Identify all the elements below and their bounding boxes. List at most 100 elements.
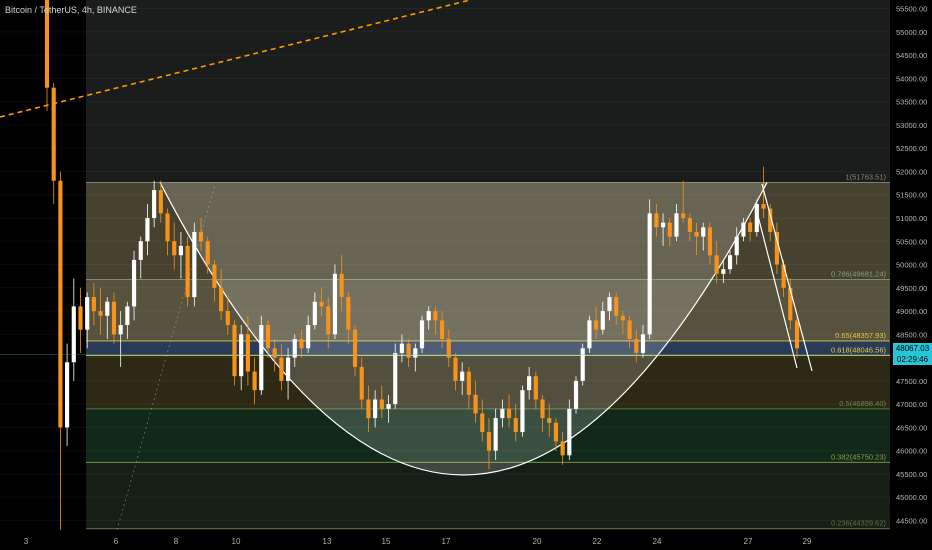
candle-body: [446, 338, 451, 358]
candle-body: [500, 408, 505, 419]
candle-body: [279, 357, 284, 381]
candle-body: [754, 204, 759, 232]
candle-body: [540, 399, 545, 419]
y-tick-label: 44500.00: [896, 517, 927, 526]
candle-body: [419, 320, 425, 349]
fib-level-label: 0.236(44329.62): [831, 518, 887, 527]
candle-body: [252, 371, 257, 391]
y-tick-label: 55500.00: [896, 5, 927, 14]
candle-body: [178, 245, 184, 256]
fib-level-label: 0.382(45750.23): [831, 452, 887, 461]
candle-body: [660, 222, 666, 228]
fib-zone: [86, 340, 890, 356]
candle-body: [466, 371, 471, 395]
y-tick-label: 48500.00: [896, 330, 927, 339]
candle-body: [620, 315, 625, 321]
y-tick-label: 55000.00: [896, 28, 927, 37]
candle-body: [580, 348, 585, 381]
candle-body: [225, 311, 230, 326]
cup-curve: [159, 182, 768, 476]
candle-body: [433, 311, 438, 321]
candle-body: [91, 297, 96, 312]
candle-body: [701, 227, 706, 237]
candle-body: [118, 325, 123, 335]
candle-body: [185, 245, 190, 298]
candle-body: [473, 394, 478, 414]
y-tick-label: 49500.00: [896, 284, 927, 293]
candle-body: [152, 190, 157, 218]
candle-body: [520, 390, 525, 433]
channel-line-upper: [761, 183, 813, 372]
candle-body: [125, 306, 130, 326]
y-tick-label: 54000.00: [896, 74, 927, 83]
y-tick-label: 52000.00: [896, 167, 927, 176]
candle-body: [65, 362, 70, 428]
candle-body: [158, 190, 163, 214]
x-tick-label: 24: [653, 537, 662, 546]
x-tick-label: 29: [803, 537, 812, 546]
candle-body: [741, 222, 746, 237]
candle-body: [245, 334, 250, 372]
candle-body: [594, 320, 599, 330]
candle-body: [788, 287, 793, 321]
candle-body: [774, 231, 779, 265]
y-tick-label: 45000.00: [896, 493, 927, 502]
fib-level-label: 0.65(48357.93): [835, 331, 886, 340]
candle-body: [332, 273, 338, 335]
candle-body: [727, 255, 733, 270]
x-tick-label: 13: [323, 537, 332, 546]
candle-body: [51, 87, 56, 181]
candle-body: [78, 306, 83, 330]
candle-body: [219, 287, 224, 312]
candle-body: [600, 311, 605, 330]
x-tick-label: 6: [114, 537, 119, 546]
candle-body: [674, 213, 679, 237]
candle-body: [98, 311, 103, 316]
y-tick-label: 47500.00: [896, 377, 927, 386]
candle-body: [547, 418, 552, 423]
x-tick-label: 17: [442, 537, 451, 546]
fib-level-label: 0.5(46898.40): [839, 399, 886, 408]
candle-body: [426, 311, 431, 321]
y-tick-label: 46500.00: [896, 423, 927, 432]
fib-zone: [86, 355, 890, 409]
candle-body: [259, 325, 264, 391]
candle-body: [71, 306, 76, 363]
candle-body: [694, 231, 699, 237]
x-tick-label: 8: [174, 537, 179, 546]
last-price-value: 48067.03: [895, 344, 930, 354]
chart-title: Bitcoin / TetherUS, 4h, BINANCE: [5, 5, 137, 15]
candle-body: [607, 297, 612, 312]
candle-body: [573, 380, 579, 409]
candle-body: [265, 325, 271, 349]
candle-body: [640, 334, 646, 353]
x-tick-label: 3: [24, 537, 29, 546]
x-tick-label: 20: [533, 537, 542, 546]
candle-body: [292, 338, 297, 358]
candle-body: [553, 422, 559, 442]
last-price-badge: 48067.03 02:29:46: [893, 343, 932, 366]
candle-body: [272, 348, 277, 358]
candle-body: [440, 320, 445, 339]
y-tick-label: 53500.00: [896, 98, 927, 107]
candle-body: [480, 413, 485, 433]
y-tick-label: 52500.00: [896, 144, 927, 153]
candle-body: [667, 222, 672, 237]
candle-body: [654, 213, 659, 228]
fib-level-label: 1(51763.51): [846, 172, 887, 181]
y-tick-label: 50500.00: [896, 237, 927, 246]
candle-body: [85, 297, 90, 330]
candle-body: [145, 217, 150, 242]
candle-body: [326, 306, 331, 335]
candle-body: [105, 301, 110, 316]
y-tick-label: 53000.00: [896, 121, 927, 130]
candle-body: [306, 325, 311, 349]
candle-body: [560, 441, 565, 456]
y-tick-label: 50000.00: [896, 261, 927, 270]
candle-body: [319, 301, 324, 307]
candle-body: [393, 352, 398, 405]
y-tick-label: 45500.00: [896, 470, 927, 479]
candle-body: [506, 408, 512, 419]
candle-body: [721, 269, 726, 274]
